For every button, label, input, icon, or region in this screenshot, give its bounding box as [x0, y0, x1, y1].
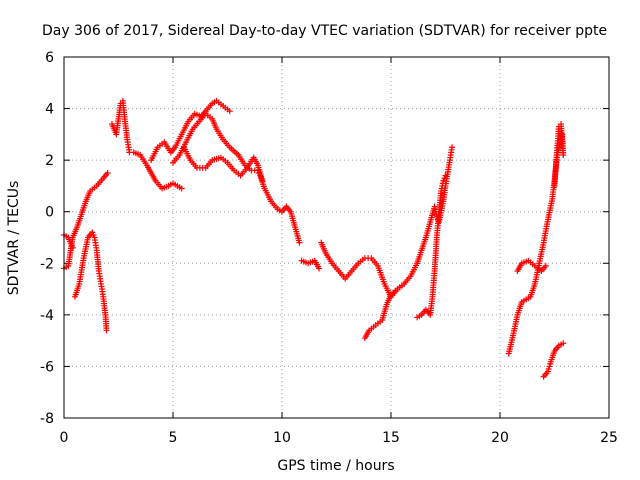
x-tick-labels: 0 5 10 15 20 25 [60, 430, 618, 446]
y-tick-labels: -8 -6 -4 -2 0 2 4 6 [40, 50, 54, 427]
data-point [103, 327, 110, 334]
x-tick-label: 25 [600, 430, 618, 446]
data-point [296, 239, 303, 246]
y-tick-label: 0 [45, 205, 54, 221]
y-tick-label: 4 [45, 102, 54, 118]
data-point [226, 108, 233, 115]
x-axis-label: GPS time / hours [277, 458, 394, 474]
y-tick-label: -6 [40, 359, 54, 375]
x-tick-label: 0 [60, 430, 69, 446]
plot-frame [63, 56, 610, 419]
x-tick-label: 20 [491, 430, 509, 446]
series-s15 [551, 121, 567, 189]
data-marks [61, 97, 567, 380]
grid-lines [64, 57, 609, 418]
y-axis-label: SDTVAR / TECUs [6, 181, 22, 296]
series-s14 [540, 340, 567, 380]
data-point [449, 144, 456, 151]
data-point [316, 265, 323, 272]
series-s12 [505, 131, 565, 357]
data-point [559, 131, 566, 138]
series-s4 [108, 97, 185, 192]
y-tick-label: 6 [45, 50, 54, 66]
data-point [69, 244, 76, 251]
data-point [178, 185, 185, 192]
y-tick-label: -2 [40, 256, 54, 272]
series-s13 [514, 257, 549, 275]
data-point [259, 177, 266, 184]
series-s11 [414, 172, 449, 321]
series-s5 [148, 97, 233, 164]
series-s7 [180, 144, 266, 184]
y-tick-label: -4 [40, 308, 54, 324]
x-tick-label: 15 [382, 430, 400, 446]
x-tick-label: 10 [273, 430, 291, 446]
y-tick-label: 2 [45, 153, 54, 169]
data-point [542, 262, 549, 269]
data-point [560, 340, 567, 347]
axis-ticks [63, 56, 610, 419]
series-s10 [361, 144, 456, 342]
chart-title: Day 306 of 2017, Sidereal Day-to-day VTE… [42, 23, 607, 39]
y-tick-label: -8 [40, 411, 54, 427]
data-point [104, 170, 111, 177]
data-point [442, 172, 449, 179]
series-s6 [170, 110, 303, 246]
x-tick-label: 5 [169, 430, 178, 446]
series-s8 [298, 257, 323, 272]
series-s3 [71, 229, 110, 334]
